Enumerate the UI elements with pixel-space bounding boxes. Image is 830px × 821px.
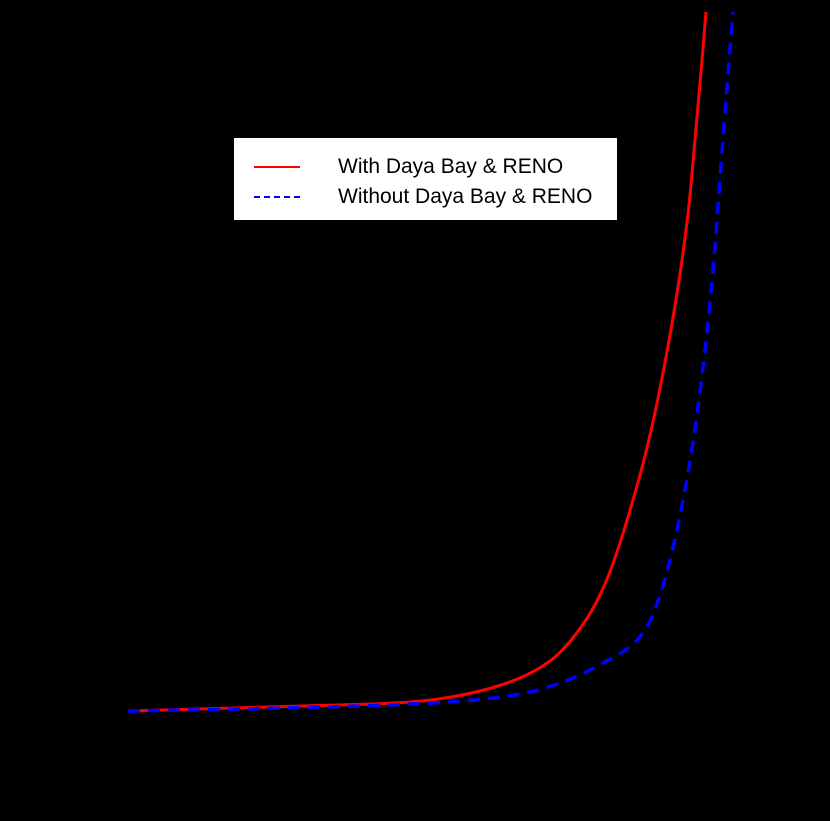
- legend-item-with: With Daya Bay & RENO: [234, 152, 563, 182]
- legend-item-without: Without Daya Bay & RENO: [234, 182, 592, 212]
- legend-label: Without Daya Bay & RENO: [338, 185, 593, 208]
- dashed-line-swatch-icon: [254, 196, 300, 198]
- legend-label: With Daya Bay & RENO: [338, 155, 564, 178]
- solid-line-swatch-icon: [254, 166, 300, 168]
- series-with-daya-bay-reno: [127, 11, 708, 713]
- legend: With Daya Bay & RENO Without Daya Bay & …: [233, 137, 618, 221]
- series-without-daya-bay-reno: [127, 11, 735, 713]
